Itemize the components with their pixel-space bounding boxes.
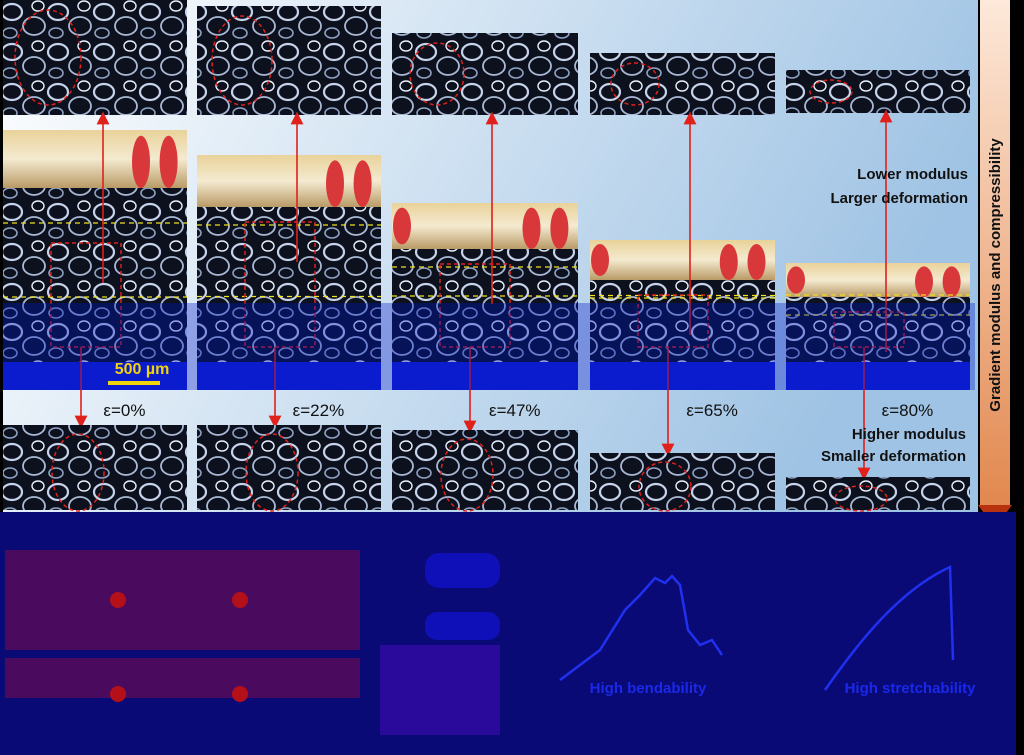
ruler-mark	[591, 244, 609, 276]
substrate	[392, 362, 578, 390]
ruler-mark	[787, 266, 805, 294]
ruler-mark	[915, 266, 933, 298]
sample	[3, 188, 187, 362]
substrate	[3, 362, 187, 390]
schematic-arrows	[110, 592, 248, 702]
gradient-bar	[980, 0, 1010, 505]
top-crop	[197, 6, 381, 115]
ruler	[392, 203, 578, 249]
strain-label: ε=65%	[686, 401, 738, 420]
region	[439, 263, 511, 348]
highlight	[638, 461, 692, 512]
side-label: Gradient modulus and compressibility	[987, 138, 1004, 412]
ruler-mark	[326, 160, 344, 208]
highlight	[51, 433, 105, 512]
panels: ε=0% ε=22% ε=47% ε=65% ε=80%	[3, 0, 970, 512]
bottom-crop	[590, 453, 775, 510]
top-crop	[590, 53, 775, 115]
ruler-mark	[393, 207, 411, 245]
annotation: Lower modulus	[857, 166, 968, 183]
sample	[392, 249, 578, 362]
region	[637, 294, 709, 348]
highlight	[610, 62, 660, 106]
highlight	[834, 485, 888, 512]
region	[244, 221, 316, 348]
top-crop	[786, 70, 970, 113]
substrate	[197, 362, 381, 390]
ruler	[590, 240, 775, 280]
strain-label: ε=0%	[103, 401, 145, 420]
ruler	[3, 130, 187, 188]
substrate	[590, 362, 775, 390]
ruler-mark	[747, 244, 766, 280]
ruler	[786, 263, 970, 297]
ruler-mark	[132, 135, 150, 188]
bottom-crop	[3, 425, 187, 510]
ruler-mark	[550, 207, 569, 249]
region	[50, 242, 122, 348]
strain-label: ε=80%	[882, 401, 934, 420]
highlight	[14, 9, 82, 106]
sample	[786, 297, 970, 362]
curve	[559, 574, 724, 681]
top-crop	[392, 33, 578, 115]
curve	[823, 565, 955, 691]
bottom-crop	[786, 477, 970, 510]
curve-label: High bendability	[590, 680, 707, 697]
blue-overlay	[3, 303, 975, 390]
ruler-mark	[942, 266, 961, 298]
bottom-crop	[392, 430, 578, 510]
annotation: Larger deformation	[830, 190, 968, 207]
ruler-mark	[522, 207, 541, 249]
region	[833, 311, 905, 348]
highlight	[440, 438, 494, 512]
highlight	[409, 42, 465, 106]
curve-label: High stretchability	[845, 680, 977, 697]
annotation: Smaller deformation	[821, 448, 966, 465]
highlight	[809, 79, 853, 104]
scale-label: 500 µm	[115, 361, 170, 378]
bottom-crop	[197, 425, 381, 510]
sample	[590, 280, 775, 362]
sample	[197, 207, 381, 362]
substrate	[786, 362, 970, 390]
strain-label: ε=22%	[293, 401, 345, 420]
ruler	[197, 155, 381, 207]
schematics	[5, 550, 500, 735]
highlight	[245, 433, 299, 512]
top-crop	[3, 0, 187, 115]
ruler-mark	[719, 244, 738, 280]
ruler-mark	[159, 135, 178, 188]
strain-label: ε=47%	[489, 401, 541, 420]
ruler-mark	[353, 160, 372, 208]
highlight	[211, 15, 273, 106]
annotation: Higher modulus	[852, 426, 966, 443]
